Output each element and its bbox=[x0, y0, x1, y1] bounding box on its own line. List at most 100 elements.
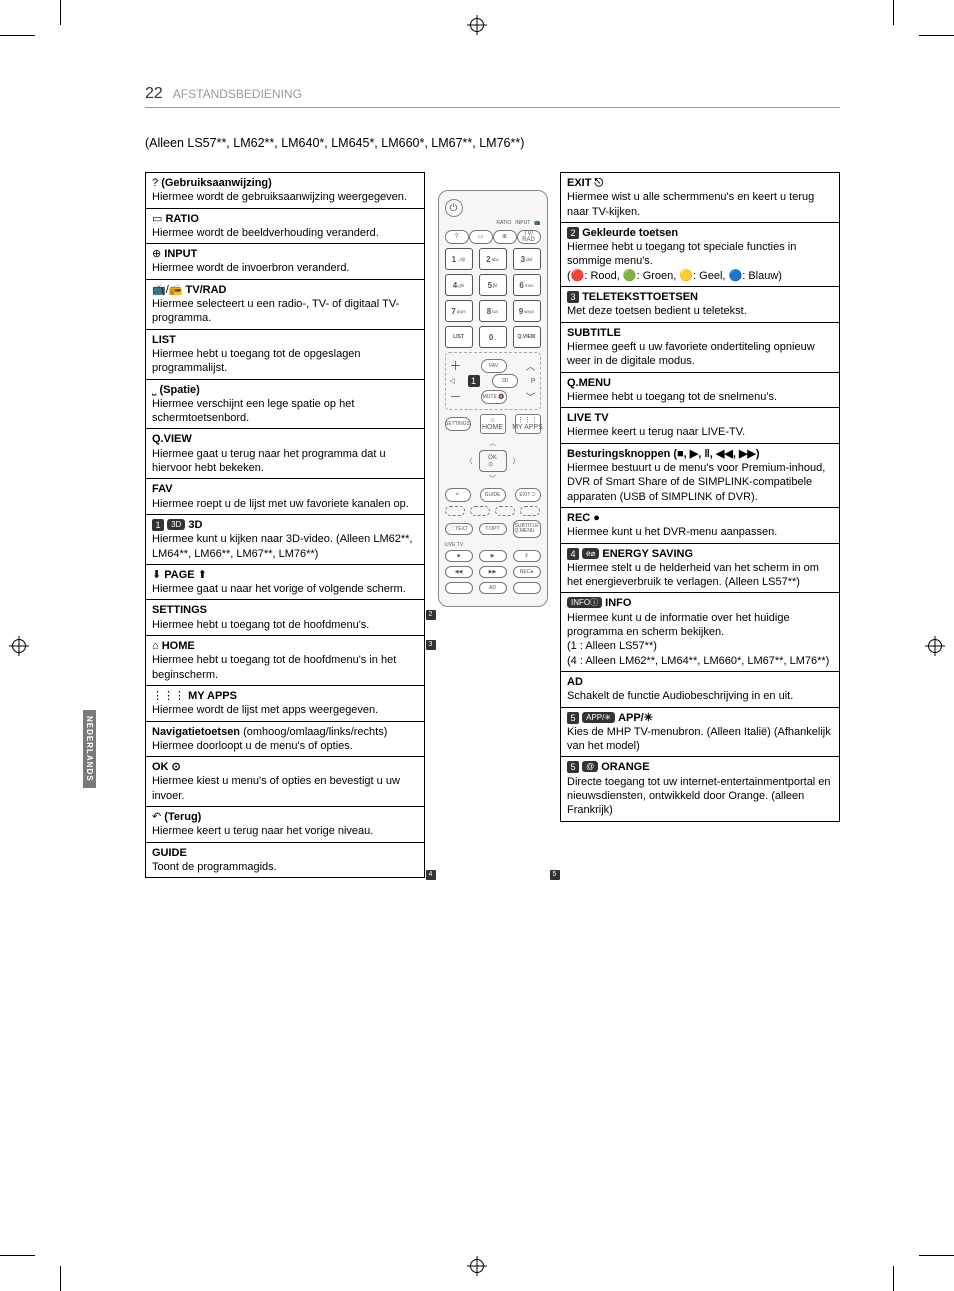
feature-desc: Hiermee wordt de lijst met apps weergege… bbox=[152, 704, 378, 716]
pill-icon: 3D bbox=[167, 519, 185, 530]
remote-top-button: ? bbox=[445, 230, 469, 244]
down-arrow-icon: ﹀ bbox=[525, 389, 535, 404]
feature-label: APP/✳ bbox=[618, 712, 653, 724]
feature-item: 📺/📻 TV/RADHiermee selecteert u een radio… bbox=[146, 280, 424, 330]
numpad-key: 5jkl bbox=[479, 274, 507, 296]
pause-button: ‖ bbox=[513, 550, 541, 562]
feature-desc: Hiermee hebt u toegang tot speciale func… bbox=[567, 241, 796, 282]
feature-label: OK ⊙ bbox=[152, 761, 181, 773]
feature-desc: Met deze toetsen bedient u teletekst. bbox=[567, 305, 747, 317]
numpad-key: 3def bbox=[513, 248, 541, 270]
crop-mark bbox=[60, 0, 61, 25]
blank-button-r bbox=[513, 582, 541, 594]
numpad-key: Q.VIEW bbox=[513, 326, 541, 348]
back-button: ↶ bbox=[445, 488, 471, 502]
registration-mark bbox=[470, 18, 484, 32]
inline-icon: ⬆ bbox=[198, 569, 207, 581]
settings-button: SETTINGS bbox=[445, 417, 471, 431]
feature-label: INFO bbox=[605, 597, 631, 609]
feature-desc: Hiermee gaat u terug naar het programma … bbox=[152, 448, 386, 474]
feature-desc: Hiermee wist u alle schermmenu's en keer… bbox=[567, 191, 814, 217]
feature-item: 3 TELETEKSTTOETSENMet deze toetsen bedie… bbox=[561, 287, 839, 323]
guide-button: GUIDE bbox=[480, 488, 506, 502]
nav-right-icon: 〉 bbox=[513, 456, 520, 466]
feature-label: Q.MENU bbox=[567, 377, 611, 389]
play-button: ▶ bbox=[479, 550, 507, 562]
remote-top-button: TV/ RAD bbox=[517, 230, 541, 244]
numpad-key: 8tuv bbox=[479, 300, 507, 322]
feature-label: PAGE bbox=[164, 569, 194, 581]
feature-item: FAVHiermee roept u de lijst met uw favor… bbox=[146, 479, 424, 515]
feature-label: LIST bbox=[152, 334, 176, 346]
feature-desc: Hiermee keert u terug naar LIVE-TV. bbox=[567, 426, 745, 438]
right-column: EXIT ⎋ Hiermee wist u alle schermmenu's e… bbox=[560, 172, 840, 822]
numpad-key: 4ghi bbox=[445, 274, 473, 296]
crop-mark bbox=[893, 0, 894, 25]
remote-diagram: ⏻ RATIO INPUT 📺 ?▭⊕TV/ RAD 1.,/@2abc3def… bbox=[438, 190, 548, 607]
numpad-key: 2abc bbox=[479, 248, 507, 270]
power-icon: ⏻ bbox=[445, 199, 463, 217]
numpad-key: 1.,/@ bbox=[445, 248, 473, 270]
feature-item: ⊕ INPUTHiermee wordt de invoerbron veran… bbox=[146, 244, 424, 280]
stop-button: ■ bbox=[445, 550, 473, 562]
page-header: 22 AFSTANDSBEDIENING bbox=[145, 85, 840, 108]
red-button bbox=[445, 506, 465, 516]
remote-top-button: ▭ bbox=[469, 230, 493, 244]
inline-icon: ⋮⋮⋮ bbox=[152, 690, 185, 702]
feature-desc: Hiermee kiest u menu's of opties en beve… bbox=[152, 775, 400, 801]
feature-item: GUIDEToont de programmagids. bbox=[146, 843, 424, 878]
feature-item: ▭ RATIOHiermee wordt de beeldverhouding … bbox=[146, 209, 424, 245]
inline-icon: ⬇ bbox=[152, 569, 161, 581]
inline-icon: ↶ bbox=[152, 811, 161, 823]
feature-item: Q.MENUHiermee hebt u toegang tot de snel… bbox=[561, 373, 839, 409]
page-content: 22 AFSTANDSBEDIENING (Alleen LS57**, LM6… bbox=[145, 85, 840, 878]
marker-1-icon: 1 bbox=[468, 375, 480, 387]
registration-mark bbox=[12, 639, 26, 653]
marker-num-icon: 1 bbox=[152, 519, 164, 531]
livetv-label: LIVE TV bbox=[445, 542, 541, 548]
marker-num-icon: 2 bbox=[567, 227, 579, 239]
feature-desc: Hiermee roept u de lijst met uw favoriet… bbox=[152, 498, 409, 510]
feature-item: Navigatietoetsen (omhoog/omlaag/links/re… bbox=[146, 722, 424, 758]
page-number: 22 bbox=[145, 85, 163, 103]
feature-item: 4 e⌀ ENERGY SAVINGHiermee stelt u de hel… bbox=[561, 544, 839, 594]
feature-item: LISTHiermee hebt u toegang tot de opgesl… bbox=[146, 330, 424, 380]
marker-num-icon: 5 bbox=[567, 712, 579, 724]
ratio-label: RATIO bbox=[496, 221, 511, 226]
feature-desc: Hiermee bestuurt u de menu's voor Premiu… bbox=[567, 462, 825, 503]
green-button bbox=[470, 506, 490, 516]
feature-item: 5 APP/✳ APP/✳Kies de MHP TV-menubron. (A… bbox=[561, 708, 839, 758]
fav-button: FAV bbox=[481, 359, 507, 373]
vol-icon: ◁ bbox=[450, 377, 455, 385]
feature-item: ⌂ HOMEHiermee hebt u toegang tot de hoof… bbox=[146, 636, 424, 686]
numpad-key: 0⎵ bbox=[479, 326, 507, 348]
pill-icon: @ bbox=[582, 761, 598, 772]
feature-label: Navigatietoetsen bbox=[152, 726, 240, 738]
inline-icon: ? bbox=[152, 177, 158, 189]
feature-desc: Hiermee wordt de gebruiksaanwijzing weer… bbox=[152, 191, 407, 203]
feature-label: EXIT ⎋ bbox=[567, 177, 603, 189]
feature-label: MY APPS bbox=[188, 690, 237, 702]
crop-mark bbox=[60, 1266, 61, 1291]
nav-up-icon: ︿ bbox=[489, 438, 496, 448]
feature-item: ⎵ (Spatie)Hiermee verschijnt een lege sp… bbox=[146, 380, 424, 430]
page-p: P bbox=[531, 378, 536, 385]
marker-num-icon: 4 bbox=[567, 548, 579, 560]
feature-desc: Hiermee wordt de invoerbron veranderd. bbox=[152, 262, 350, 274]
feature-desc: Hiermee geeft u uw favoriete ondertiteli… bbox=[567, 341, 815, 367]
mute-button: MUTE 🔇 bbox=[481, 390, 507, 404]
registration-mark bbox=[470, 1259, 484, 1273]
numpad-key: 7pqrs bbox=[445, 300, 473, 322]
ff-button: ▶▶ bbox=[479, 566, 507, 578]
feature-desc: Hiermee keert u terug naar het vorige ni… bbox=[152, 825, 373, 837]
feature-desc: Hiermee doorloopt u de menu's of opties. bbox=[152, 740, 353, 752]
marker-5-icon: 5 bbox=[550, 870, 560, 880]
pill-icon: APP/✳ bbox=[582, 712, 615, 723]
feature-desc: Hiermee verschijnt een lege spatie op he… bbox=[152, 398, 354, 424]
feature-suffix: (omhoog/omlaag/links/rechts) bbox=[240, 726, 387, 738]
feature-label: AD bbox=[567, 676, 583, 688]
crop-mark bbox=[919, 1255, 954, 1256]
feature-desc: Hiermee kunt u kijken naar 3D-video. (Al… bbox=[152, 533, 412, 559]
remote-top-button: ⊕ bbox=[493, 230, 517, 244]
feature-desc: Hiermee gaat u naar het vorige of volgen… bbox=[152, 583, 406, 595]
